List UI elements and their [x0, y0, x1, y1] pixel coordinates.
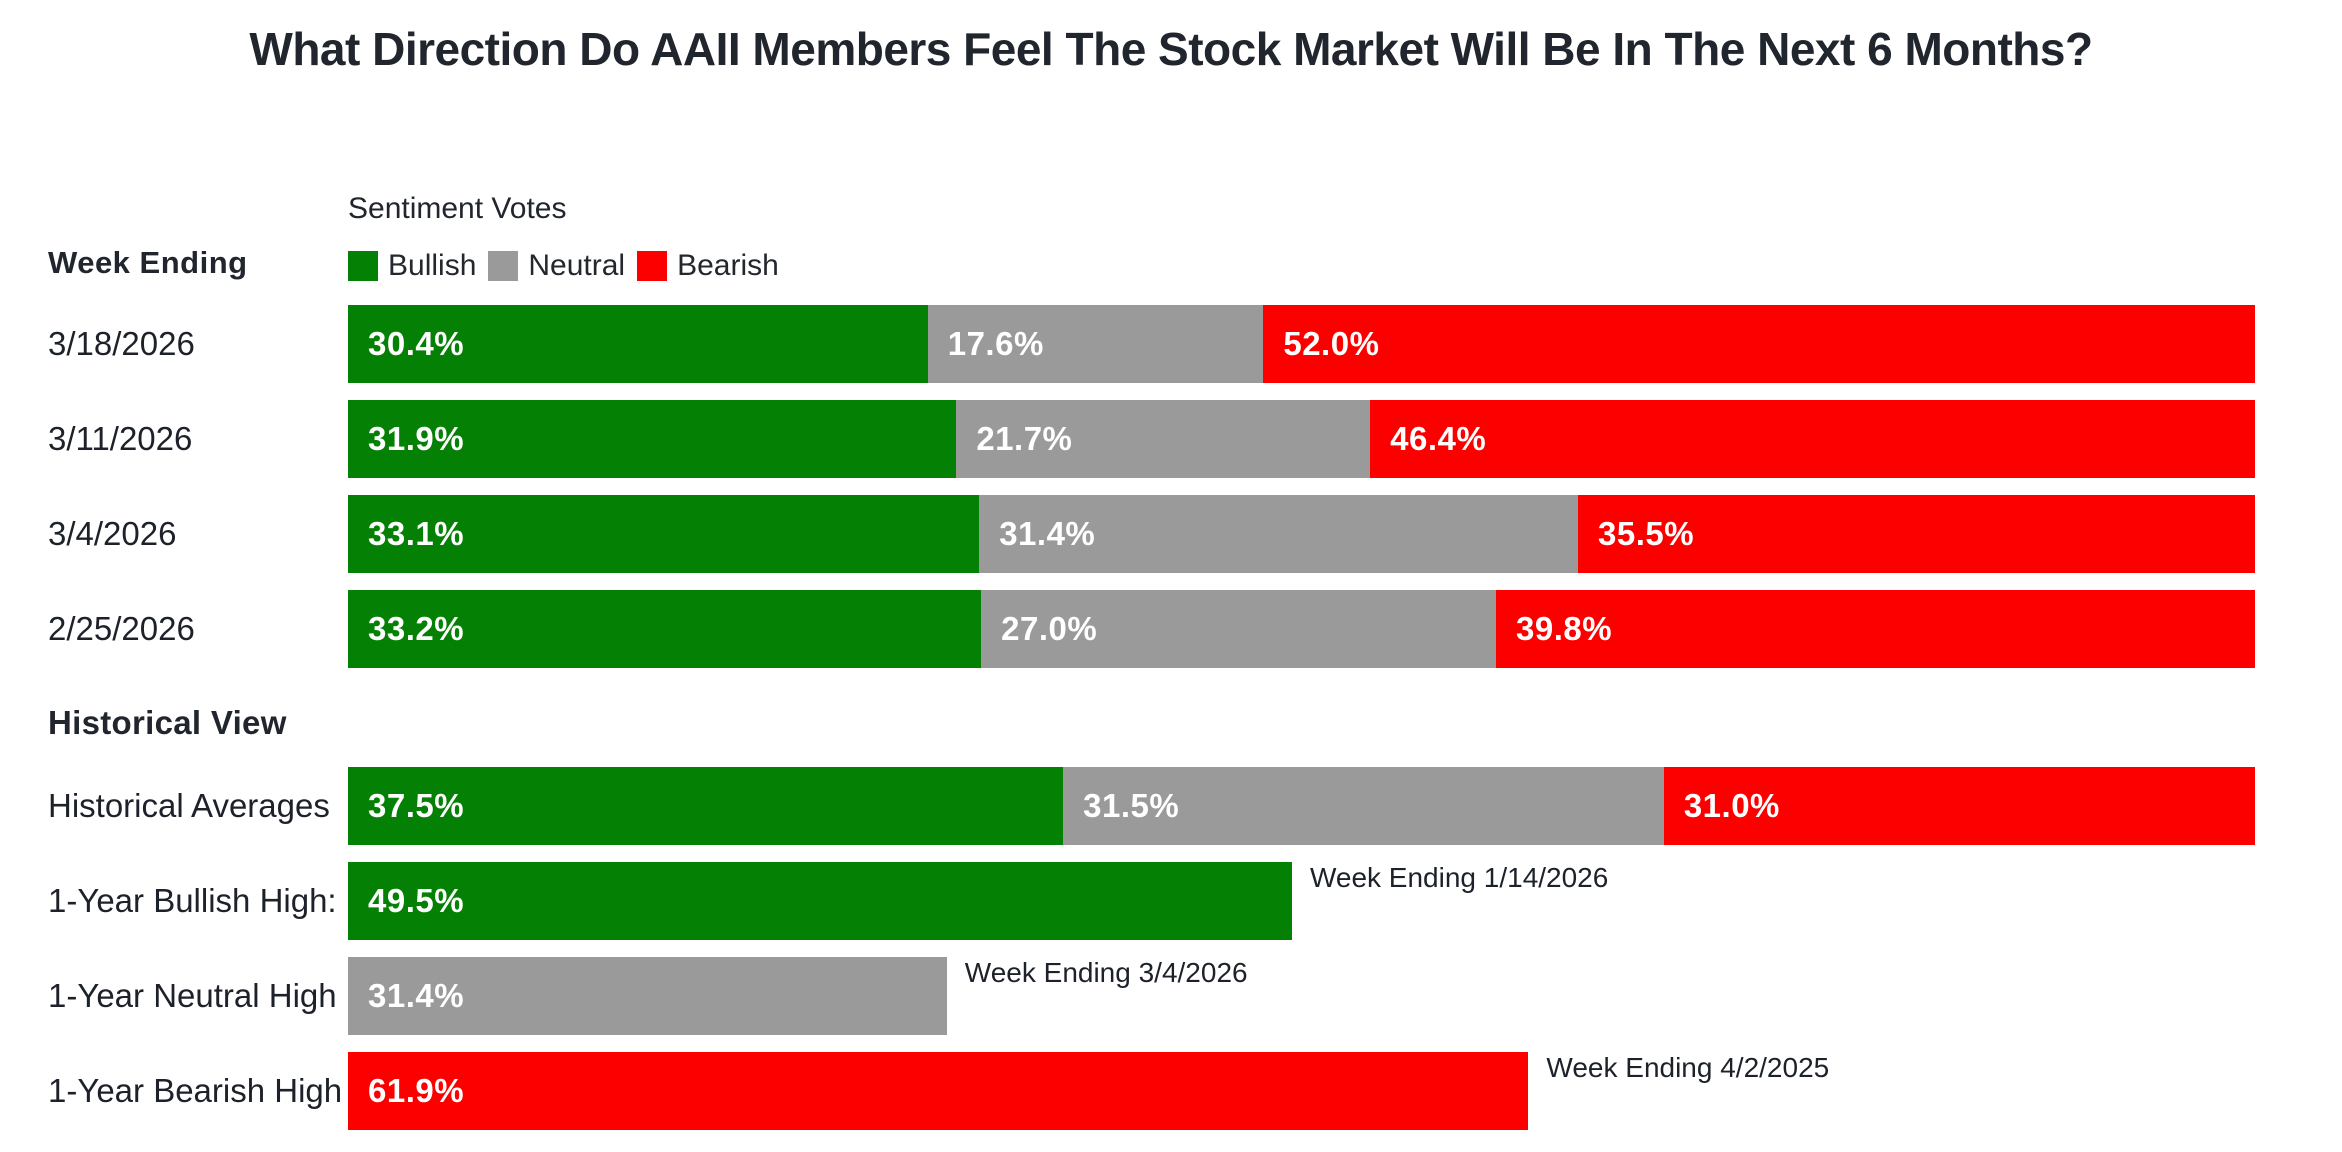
bearish-bar-segment: 52.0%	[1263, 305, 2255, 383]
stacked-bar: 30.4% 17.6% 52.0%	[348, 305, 2255, 383]
historical-row: Historical Averages 37.5% 31.5% 31.0%	[0, 767, 2342, 845]
bearish-legend-swatch	[637, 251, 668, 281]
bar-value-label: 49.5%	[368, 882, 465, 919]
bullish-bar-segment: 49.5%	[348, 862, 1292, 940]
bullish-bar-segment: 33.1%	[348, 495, 980, 573]
bar-value-label: 39.8%	[1515, 610, 1613, 647]
chart-title: What Direction Do AAII Members Feel The …	[249, 23, 2093, 75]
bar-value-label: 37.5%	[368, 787, 465, 824]
neutral-bar-segment: 27.0%	[981, 590, 1496, 668]
bullish-bar-segment: 37.5%	[348, 767, 1064, 845]
weekly-rows: 3/18/2026 30.4% 17.6% 52.0% 3/11/2026 31.9% 21…	[0, 305, 2342, 685]
neutral-bar-segment: 31.5%	[1063, 767, 1664, 845]
bar-annotation: Week Ending 1/14/2026	[1309, 862, 1609, 893]
bar-annotation: Week Ending 4/2/2025	[1546, 1052, 1830, 1083]
bar-value-label: 31.4%	[999, 515, 1096, 552]
historical-rows: Historical Averages 37.5% 31.5% 31.0% 1-Year…	[0, 767, 2342, 1147]
bar-value-label: 61.9%	[368, 1072, 465, 1109]
legend-heading: Sentiment Votes	[348, 192, 567, 225]
bullish-bar-segment: 30.4%	[348, 305, 928, 383]
bar-value-label: 17.6%	[947, 325, 1044, 362]
stacked-bar: 31.9% 21.7% 46.4%	[348, 400, 2255, 478]
historical-label: 1-Year Neutral High	[48, 977, 337, 1014]
week-label: 3/4/2026	[48, 515, 177, 552]
neutral-bar-segment: 17.6%	[927, 305, 1264, 383]
bearish-bar-segment: 39.8%	[1495, 590, 2255, 668]
bearish-bar-segment: 35.5%	[1578, 495, 2255, 573]
legend: Bullish Neutral Bearish	[348, 249, 791, 283]
stacked-bar: 37.5% 31.5% 31.0%	[348, 767, 2255, 845]
bar-value-label: 35.5%	[1598, 515, 1695, 552]
bullish-bar-segment: 31.9%	[348, 400, 957, 478]
week-label: 3/18/2026	[48, 325, 195, 362]
bar-value-label: 30.4%	[368, 325, 465, 362]
bar-value-label: 31.0%	[1683, 787, 1780, 824]
bullish-legend-label: Bullish	[388, 249, 477, 282]
bullish-bar-segment: 33.2%	[348, 590, 982, 668]
bar-value-label: 52.0%	[1283, 325, 1380, 362]
stacked-bar: 33.2% 27.0% 39.8%	[348, 590, 2255, 668]
week-label: 3/11/2026	[48, 420, 193, 457]
bar-value-label: 31.9%	[368, 420, 465, 457]
neutral-bar-segment: 31.4%	[348, 957, 947, 1035]
bar-value-label: 21.7%	[976, 420, 1073, 457]
bar-value-label: 33.1%	[368, 515, 465, 552]
single-bar: 61.9% Week Ending 4/2/2025	[348, 1052, 2255, 1130]
bar-value-label: 27.0%	[1001, 610, 1098, 647]
neutral-bar-segment: 31.4%	[979, 495, 1578, 573]
bullish-legend-swatch	[348, 251, 378, 281]
single-bar: 31.4% Week Ending 3/4/2026	[348, 957, 2255, 1035]
week-ending-column-header: Week Ending	[48, 245, 248, 280]
neutral-bar-segment: 21.7%	[956, 400, 1371, 478]
weekly-row: 3/18/2026 30.4% 17.6% 52.0%	[0, 305, 2342, 383]
bar-value-label: 31.4%	[368, 977, 465, 1014]
neutral-legend-swatch	[488, 251, 519, 281]
historical-row: 1-Year Neutral High 31.4% Week Ending 3/4/…	[0, 957, 2342, 1035]
bearish-bar-segment: 46.4%	[1370, 400, 2255, 478]
historical-row: 1-Year Bullish High: 49.5% Week Ending 1/1…	[0, 862, 2342, 940]
bar-value-label: 33.2%	[368, 610, 465, 647]
bar-value-label: 46.4%	[1390, 420, 1487, 457]
historical-label: 1-Year Bullish High:	[48, 882, 337, 919]
historical-view-header: Historical View	[48, 704, 287, 741]
single-bar: 49.5% Week Ending 1/14/2026	[348, 862, 2255, 940]
historical-row: 1-Year Bearish High 61.9% Week Ending 4/2/…	[0, 1052, 2342, 1130]
weekly-row: 3/11/2026 31.9% 21.7% 46.4%	[0, 400, 2342, 478]
bar-annotation: Week Ending 3/4/2026	[964, 957, 1248, 988]
stacked-bar: 33.1% 31.4% 35.5%	[348, 495, 2255, 573]
bearish-bar-segment: 61.9%	[348, 1052, 1529, 1130]
bearish-legend-label: Bearish	[677, 249, 779, 282]
historical-label: Historical Averages	[48, 787, 330, 824]
weekly-row: 2/25/2026 33.2% 27.0% 39.8%	[0, 590, 2342, 668]
weekly-row: 3/4/2026 33.1% 31.4% 35.5%	[0, 495, 2342, 573]
week-label: 2/25/2026	[48, 610, 195, 647]
neutral-legend-label: Neutral	[528, 249, 626, 282]
historical-label: 1-Year Bearish High	[48, 1072, 343, 1109]
bearish-bar-segment: 31.0%	[1663, 767, 2255, 845]
bar-value-label: 31.5%	[1083, 787, 1180, 824]
